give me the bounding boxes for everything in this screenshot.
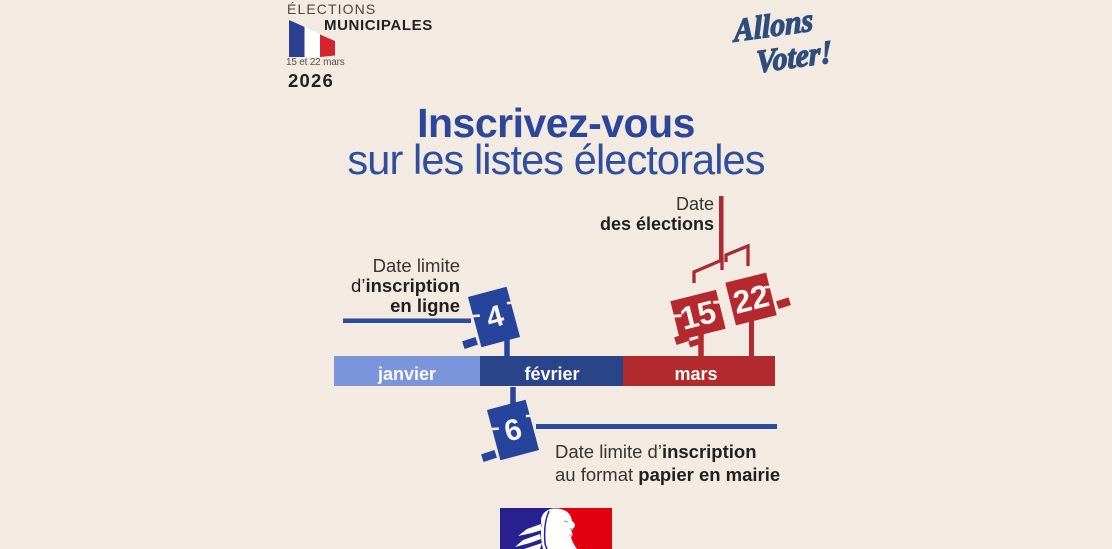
svg-text:22: 22 bbox=[729, 277, 772, 321]
svg-text:février: février bbox=[524, 364, 579, 384]
svg-text:janvier: janvier bbox=[377, 364, 436, 384]
svg-text:15: 15 bbox=[676, 293, 719, 337]
svg-text:mars: mars bbox=[674, 364, 717, 384]
